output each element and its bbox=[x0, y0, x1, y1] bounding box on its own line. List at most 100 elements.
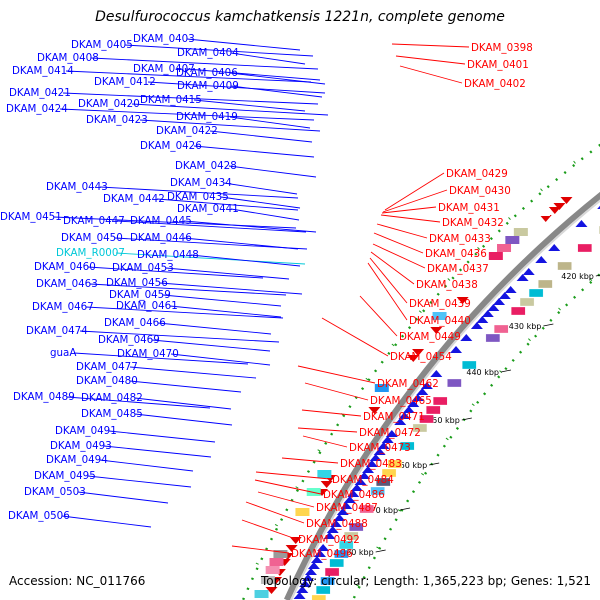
right-label-leader bbox=[297, 365, 376, 384]
left-gene-label: DKAM_0441 bbox=[177, 203, 239, 215]
plus-strand-gene-arrow bbox=[539, 215, 552, 222]
left-gene-label: DKAM_0422 bbox=[156, 125, 218, 137]
gene-tile bbox=[447, 378, 462, 388]
minus-strand-gene-arrow bbox=[470, 322, 483, 329]
gene-tile bbox=[513, 228, 528, 236]
left-label-leader bbox=[170, 353, 271, 366]
left-gene-label: DKAM_0445 bbox=[130, 215, 192, 227]
right-label-leader bbox=[241, 519, 297, 540]
left-gene-label: DKAM_0414 bbox=[12, 65, 74, 77]
left-label-leader bbox=[230, 85, 323, 98]
gene-tile bbox=[254, 590, 269, 598]
gene-tile bbox=[462, 360, 477, 370]
left-gene-label: DKAM_0424 bbox=[6, 103, 68, 115]
left-label-leader bbox=[223, 182, 298, 195]
left-gene-label: DKAM_0408 bbox=[37, 52, 99, 64]
outer-dotted-arc bbox=[241, 143, 600, 600]
left-label-leader bbox=[156, 198, 299, 211]
gene-tile bbox=[329, 558, 344, 568]
minus-strand-gene-arrow bbox=[460, 334, 473, 341]
right-label-leader bbox=[373, 232, 424, 254]
minus-strand-gene-arrow bbox=[481, 310, 494, 317]
right-gene-label: DKAM_0492 bbox=[298, 534, 360, 546]
plus-strand-gene-arrow bbox=[265, 587, 278, 594]
right-gene-label: DKAM_0429 bbox=[446, 168, 508, 180]
right-label-leader bbox=[380, 214, 441, 223]
minus-strand-gene-arrow bbox=[535, 256, 548, 263]
right-gene-label: DKAM_0465 bbox=[370, 395, 432, 407]
left-label-leader bbox=[85, 306, 284, 319]
left-gene-label: DKAM_0403 bbox=[133, 33, 195, 45]
right-label-leader bbox=[399, 65, 463, 84]
left-label-leader bbox=[129, 380, 242, 393]
gene-tile bbox=[505, 236, 520, 244]
minus-strand-gene-arrow bbox=[293, 592, 306, 599]
minus-strand-gene-arrow bbox=[330, 520, 343, 527]
plus-strand-gene-arrow bbox=[412, 349, 425, 356]
right-label-leader bbox=[255, 471, 331, 480]
right-gene-label: DKAM_0439 bbox=[409, 298, 471, 310]
gene-tile bbox=[339, 540, 354, 550]
right-gene-label: DKAM_0484 bbox=[332, 474, 394, 486]
backbone-highlight bbox=[290, 199, 600, 600]
right-label-leader bbox=[376, 223, 428, 239]
left-gene-label: DKAM_0466 bbox=[104, 317, 166, 329]
right-gene-label: DKAM_0438 bbox=[416, 279, 478, 291]
left-gene-label: DKAM_0404 bbox=[177, 47, 239, 59]
left-label-leader bbox=[183, 220, 317, 233]
minus-strand-gene-arrow bbox=[304, 568, 317, 575]
minus-strand-gene-arrow bbox=[516, 274, 529, 281]
left-label-leader bbox=[114, 237, 308, 250]
gene-tile bbox=[324, 567, 340, 577]
right-label-leader bbox=[395, 55, 466, 65]
left-label-leader bbox=[87, 266, 264, 279]
right-gene-label: DKAM_0432 bbox=[442, 217, 504, 229]
left-gene-label: DKAM_0489 bbox=[13, 391, 75, 403]
gene-tile bbox=[577, 243, 592, 253]
right-gene-label: DKAM_0487 bbox=[316, 502, 378, 514]
left-gene-label: DKAM_0456 bbox=[106, 277, 168, 289]
kbp-tick-mark bbox=[543, 323, 554, 327]
right-label-leader bbox=[369, 257, 408, 304]
minus-strand-gene-arrow bbox=[377, 442, 390, 449]
left-gene-label: DKAM_0506 bbox=[8, 510, 70, 522]
gene-tile bbox=[359, 504, 374, 514]
plus-strand-gene-arrow bbox=[548, 207, 561, 214]
left-label-leader bbox=[77, 491, 169, 504]
minus-strand-gene-arrow bbox=[430, 370, 443, 377]
gene-tile bbox=[344, 531, 359, 541]
left-gene-label: DKAM_0435 bbox=[167, 191, 229, 203]
minus-strand-gene-arrow bbox=[575, 220, 588, 227]
minus-strand-gene-arrow bbox=[299, 580, 312, 587]
gene-tile bbox=[370, 486, 385, 496]
gene-tile bbox=[381, 468, 397, 478]
left-label-leader bbox=[66, 396, 211, 409]
left-gene-label: DKAM_0463 bbox=[36, 278, 98, 290]
gene-tile bbox=[538, 279, 553, 289]
right-gene-label: DKAM_0431 bbox=[438, 202, 500, 214]
left-label-leader bbox=[229, 116, 311, 129]
gene-tile bbox=[265, 566, 280, 574]
left-gene-label: DKAM_0493 bbox=[50, 440, 112, 452]
minus-strand-gene-arrow bbox=[381, 436, 394, 443]
minus-strand-gene-arrow bbox=[450, 346, 463, 353]
topology-text: Topology: circular; bbox=[260, 574, 370, 588]
left-gene-label: DKAM_0491 bbox=[55, 425, 117, 437]
left-label-leader bbox=[62, 92, 319, 105]
left-gene-label: DKAM_0451 bbox=[0, 211, 62, 223]
minus-strand-gene-arrow bbox=[597, 205, 600, 209]
left-gene-label: DKAM_0503 bbox=[24, 486, 86, 498]
gene-tile bbox=[295, 508, 310, 516]
right-gene-label: DKAM_0473 bbox=[349, 442, 411, 454]
left-label-leader bbox=[99, 459, 194, 472]
left-gene-label: DKAM_0480 bbox=[76, 375, 138, 387]
left-gene-label: DKAM_0426 bbox=[140, 140, 202, 152]
backbone-arc bbox=[284, 191, 600, 600]
gene-tile bbox=[320, 576, 335, 586]
left-label-leader bbox=[157, 322, 272, 335]
gene-tile bbox=[334, 549, 349, 559]
left-label-leader bbox=[134, 397, 232, 410]
plus-strand-gene-arrow bbox=[289, 537, 302, 544]
gene-tile bbox=[511, 306, 526, 316]
gene-tile bbox=[273, 550, 288, 558]
